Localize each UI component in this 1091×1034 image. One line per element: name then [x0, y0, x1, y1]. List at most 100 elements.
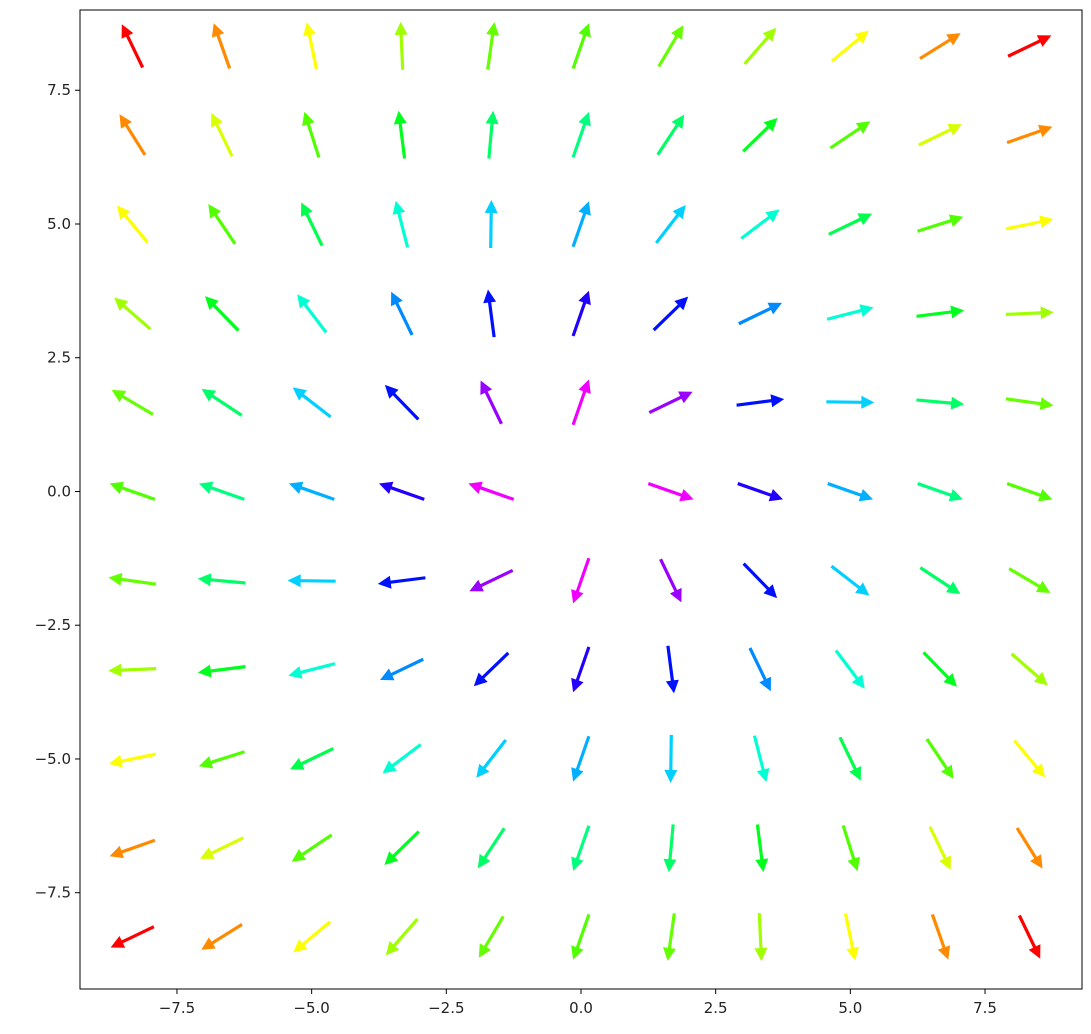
quiver-arrow — [292, 387, 332, 419]
quiver-arrow — [199, 481, 245, 501]
quiver-arrow — [829, 121, 871, 150]
x-tick-label: −7.5 — [159, 999, 195, 1017]
quiver-arrow — [480, 380, 503, 425]
quiver-arrow — [748, 647, 771, 692]
quiver-arrow — [834, 649, 865, 689]
quiver-arrow — [478, 915, 505, 958]
quiver-arrow — [377, 575, 426, 589]
quiver-arrow — [468, 481, 515, 501]
quiver-arrow — [830, 564, 870, 596]
quiver-arrow — [736, 394, 785, 408]
quiver-arrow — [1010, 652, 1048, 686]
quiver-arrow — [1006, 482, 1053, 502]
quiver-arrow — [291, 833, 333, 862]
y-tick-label: 2.5 — [47, 349, 71, 367]
quiver-arrow — [110, 925, 155, 948]
x-tick-label: 5.0 — [838, 999, 862, 1017]
quiver-arrow — [827, 482, 873, 502]
plot-frame — [79, 9, 1083, 990]
quiver-arrow — [198, 750, 245, 769]
quiver-arrow — [755, 824, 769, 873]
y-tick-label: −5.0 — [35, 750, 71, 768]
quiver-arrow — [659, 558, 682, 603]
quiver-arrow — [571, 201, 591, 248]
quiver-arrow — [1005, 306, 1054, 320]
quiver-arrow — [200, 836, 244, 859]
quiver-arrow — [287, 574, 336, 588]
quiver-arrow — [571, 646, 591, 693]
quiver-arrow — [477, 827, 506, 869]
quiver-arrow — [919, 33, 961, 60]
quiver-arrow — [917, 482, 963, 502]
quiver-arrow — [838, 736, 861, 781]
quiver-arrow — [652, 296, 689, 332]
y-tick-label: 0.0 — [47, 482, 71, 500]
quiver-arrow — [197, 573, 246, 587]
quiver-arrow — [664, 734, 678, 783]
quiver-arrow — [208, 204, 237, 245]
quiver-arrow — [385, 918, 419, 956]
quiver-arrow — [655, 205, 686, 244]
quiver-arrow — [391, 291, 414, 336]
quiver-arrow — [665, 645, 679, 694]
quiver-arrow — [116, 205, 149, 244]
quiver-arrow — [384, 384, 420, 421]
quiver-arrow — [571, 557, 591, 604]
quiver-arrow — [205, 296, 240, 332]
quiver-arrow — [394, 21, 408, 70]
x-tick-label: 7.5 — [973, 999, 997, 1017]
quiver-arrow — [1013, 739, 1046, 778]
quiver-arrow — [657, 25, 684, 68]
quiver-arrow — [918, 124, 962, 147]
quiver-arrow — [826, 304, 874, 321]
quiver-arrow — [119, 114, 147, 156]
quiver-arrow — [211, 23, 232, 69]
quiver-arrow — [663, 824, 677, 873]
quiver-arrow — [469, 569, 514, 592]
y-tick-label: −7.5 — [35, 884, 71, 902]
x-tick-label: 0.0 — [569, 999, 593, 1017]
quiver-arrow — [380, 657, 424, 681]
quiver-arrow — [484, 200, 498, 248]
quiver-arrow — [930, 913, 951, 960]
x-tick-label: −2.5 — [428, 999, 464, 1017]
quiver-arrow — [1015, 827, 1043, 869]
quiver-arrow — [742, 562, 778, 599]
quiver-arrow — [742, 117, 778, 153]
quiver-arrow — [571, 735, 591, 782]
quiver-arrow — [301, 202, 324, 247]
quiver-arrow — [754, 913, 768, 962]
quiver-arrow — [830, 30, 869, 63]
quiver-arrow — [828, 213, 872, 236]
quiver-arrow — [743, 27, 777, 65]
quiver-arrow — [108, 572, 157, 586]
quiver-arrow — [486, 22, 499, 70]
quiver-arrow — [483, 289, 497, 338]
y-axis: 7.5 5.0 2.5 0.0 −2.5 −5.0 −7.5 — [35, 81, 80, 902]
quiver-arrow — [476, 739, 507, 778]
quiver-arrow — [1007, 35, 1052, 58]
quiver-arrow — [738, 302, 782, 326]
quiver-arrow — [919, 566, 961, 594]
quiver-arrow — [841, 824, 860, 872]
quiver-arrow — [289, 481, 335, 501]
quiver-arrow — [663, 913, 676, 961]
quiver-arrow — [1017, 914, 1041, 959]
quiver-arrow — [109, 481, 156, 501]
quiver-arrow — [922, 651, 957, 687]
quiver-arrow — [201, 923, 243, 950]
quiver-arrow — [737, 482, 783, 502]
quiver-arrow — [379, 481, 425, 501]
quiver-arrow — [121, 24, 145, 69]
quiver-arrow — [916, 396, 965, 410]
quiver-arrow — [571, 23, 591, 69]
quiver-arrow — [571, 913, 591, 960]
quiver-arrows — [108, 21, 1054, 962]
quiver-arrow — [571, 379, 591, 426]
x-axis: −7.5 −5.0 −2.5 0.0 2.5 5.0 7.5 — [159, 989, 997, 1017]
quiver-arrow — [197, 664, 246, 678]
quiver-arrow — [740, 209, 780, 240]
x-tick-label: 2.5 — [704, 999, 728, 1017]
y-tick-label: 5.0 — [47, 215, 71, 233]
